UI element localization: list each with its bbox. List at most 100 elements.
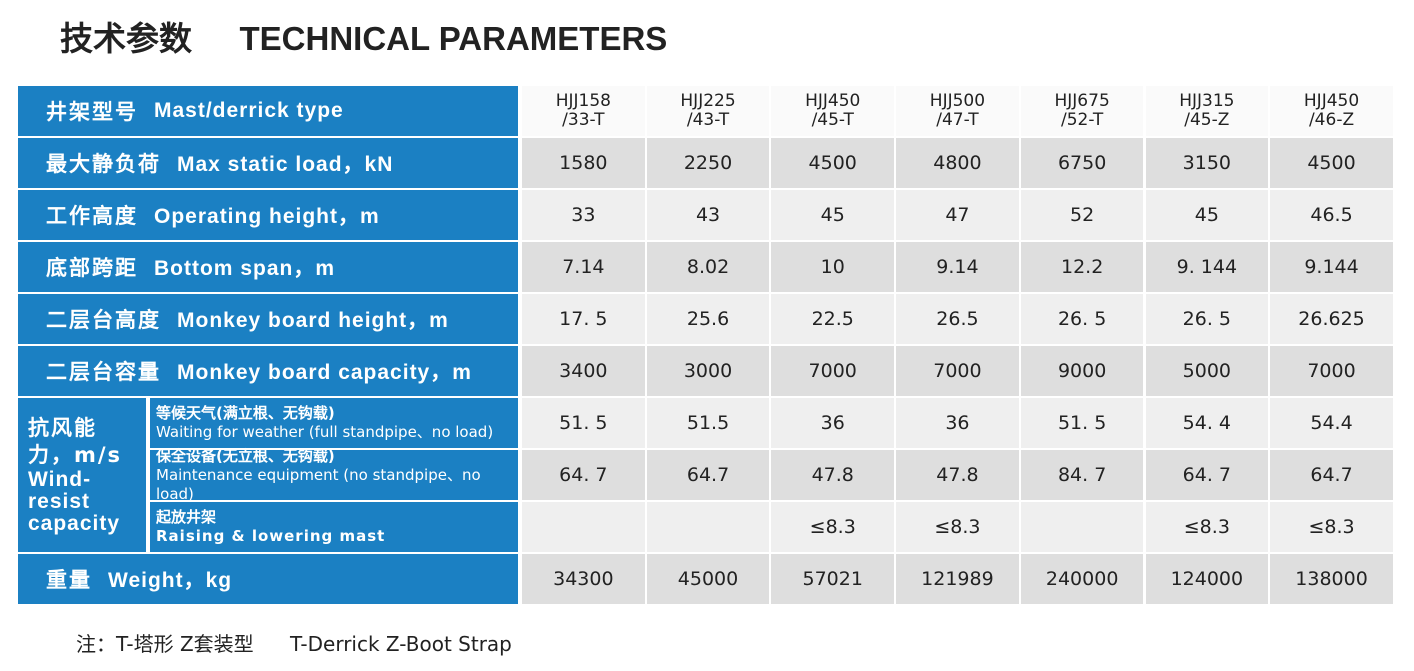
- cell-value: 7000: [933, 359, 982, 382]
- row-label: 最大静负荷 Max static load，kN: [18, 138, 520, 188]
- data-cell: 2250: [646, 138, 770, 188]
- column-header-line: HJJ500: [929, 91, 986, 111]
- column-header-line: HJJ450: [1303, 91, 1360, 111]
- cell-value: 9. 144: [1176, 255, 1238, 278]
- data-cell: 47.8: [896, 450, 1019, 500]
- column-header-line: HJJ225: [680, 91, 736, 111]
- data-cell: 36: [896, 398, 1019, 448]
- cell-value: 124000: [1170, 567, 1244, 590]
- cell-value: ≤8.3: [934, 515, 981, 538]
- cell-value: 4800: [933, 151, 982, 174]
- cell-value: 9000: [1057, 359, 1107, 382]
- label-en: Weight，kg: [108, 569, 233, 592]
- cell-value: 36: [820, 411, 845, 434]
- data-cell: 4800: [896, 138, 1019, 188]
- data-cell: [1020, 502, 1144, 552]
- data-cell: 9000: [1020, 346, 1144, 396]
- column-header: HJJ225/43-T: [646, 86, 770, 136]
- label-cn: 二层台容量: [46, 360, 161, 384]
- data-cell: 51.5: [646, 398, 770, 448]
- column-header-line: /43-T: [686, 110, 730, 130]
- cell-value: 54. 4: [1182, 411, 1232, 434]
- cell-value: 47.8: [811, 463, 854, 486]
- label-cn: 起放井架: [156, 508, 217, 526]
- data-cell: 33: [522, 190, 645, 240]
- column-header-line: /45-Z: [1184, 110, 1230, 130]
- data-cell: 9.144: [1270, 242, 1393, 292]
- cell-value: 9.144: [1304, 255, 1359, 278]
- label-en: Waiting for weather (full standpipe、no l…: [156, 423, 494, 441]
- column-header: HJJ500/47-T: [896, 86, 1019, 136]
- cell-value: 33: [571, 203, 596, 226]
- data-cell: 45000: [646, 554, 770, 604]
- label-cn: 底部跨距: [46, 256, 138, 280]
- data-cell: 22.5: [771, 294, 895, 344]
- data-cell: 36: [771, 398, 895, 448]
- data-cell: 3150: [1145, 138, 1269, 188]
- data-cell: 47.8: [771, 450, 895, 500]
- data-cell: 7000: [771, 346, 895, 396]
- data-cell: 9.14: [896, 242, 1019, 292]
- cell-value: 7000: [808, 359, 857, 382]
- label-en: Raising & lowering mast: [156, 527, 386, 545]
- data-cell: 26. 5: [1020, 294, 1144, 344]
- data-cell: 7000: [896, 346, 1019, 396]
- data-cell: 12.2: [1020, 242, 1144, 292]
- data-cell: ≤8.3: [1270, 502, 1393, 552]
- cell-value: 26. 5: [1182, 307, 1232, 330]
- cell-value: 22.5: [811, 307, 854, 330]
- cell-value: 7.14: [562, 255, 605, 278]
- row-label: 工作高度 Operating height，m: [18, 190, 520, 240]
- row-label: 井架型号 Mast/derrick type: [18, 86, 520, 136]
- cell-value: 54.4: [1310, 411, 1353, 434]
- column-header-line: HJJ158: [555, 91, 611, 111]
- cell-value: 46.5: [1310, 203, 1353, 226]
- column-header: HJJ675/52-T: [1020, 86, 1144, 136]
- cell-value: 64. 7: [1182, 463, 1232, 486]
- column-header: HJJ315/45-Z: [1145, 86, 1269, 136]
- column-header-line: /45-T: [811, 110, 854, 130]
- title-en: TECHNICAL PARAMETERS: [239, 20, 668, 57]
- data-cell: 84. 7: [1020, 450, 1144, 500]
- cell-value: 3000: [683, 359, 733, 382]
- data-cell: 17. 5: [522, 294, 645, 344]
- column-header-line: /46-Z: [1308, 110, 1355, 130]
- label-cn: 工作高度: [46, 204, 138, 228]
- data-cell: ≤8.3: [1145, 502, 1269, 552]
- data-cell: ≤8.3: [771, 502, 895, 552]
- data-cell: 52: [1020, 190, 1144, 240]
- label-en: Operating height，m: [154, 205, 380, 228]
- data-cell: 51. 5: [1020, 398, 1144, 448]
- data-cell: 64.7: [1270, 450, 1393, 500]
- row-label: 二层台高度 Monkey board height，m: [18, 294, 520, 344]
- data-cell: 3000: [646, 346, 770, 396]
- cell-value: 64. 7: [559, 463, 608, 486]
- data-cell: 7000: [1270, 346, 1393, 396]
- footnote-en: T-Derrick Z-Boot Strap: [290, 632, 512, 656]
- cell-value: 6750: [1057, 151, 1107, 174]
- data-cell: 64.7: [646, 450, 770, 500]
- cell-value: 4500: [808, 151, 857, 174]
- group-label-en: Wind-resist capacity: [28, 468, 121, 535]
- title: 技术参数 TECHNICAL PARAMETERS: [60, 12, 667, 60]
- cell-value: 45000: [677, 567, 739, 590]
- cell-value: 84. 7: [1057, 463, 1107, 486]
- cell-value: 47.8: [936, 463, 979, 486]
- data-cell: [646, 502, 770, 552]
- cell-value: 45: [1194, 203, 1219, 226]
- row-label: 底部跨距 Bottom span，m: [18, 242, 520, 292]
- data-cell: 45: [1145, 190, 1269, 240]
- data-cell: 64. 7: [1145, 450, 1269, 500]
- column-header: HJJ158/33-T: [522, 86, 645, 136]
- data-cell: 26. 5: [1145, 294, 1269, 344]
- data-cell: 43: [646, 190, 770, 240]
- data-cell: 26.625: [1270, 294, 1393, 344]
- group-label: 抗风能力，m/s Wind-resist capacity: [18, 398, 148, 552]
- cell-value: 5000: [1182, 359, 1232, 382]
- label-cn: 等候天气(满立根、无钩载): [156, 404, 335, 422]
- cell-value: 34300: [553, 567, 614, 590]
- data-cell: 64. 7: [522, 450, 645, 500]
- footnote: 注：T-塔形 Z套装型 T-Derrick Z-Boot Strap: [76, 628, 512, 657]
- cell-value: 3150: [1182, 151, 1232, 174]
- row-label: 等候天气(满立根、无钩载) Waiting for weather (full s…: [150, 398, 520, 448]
